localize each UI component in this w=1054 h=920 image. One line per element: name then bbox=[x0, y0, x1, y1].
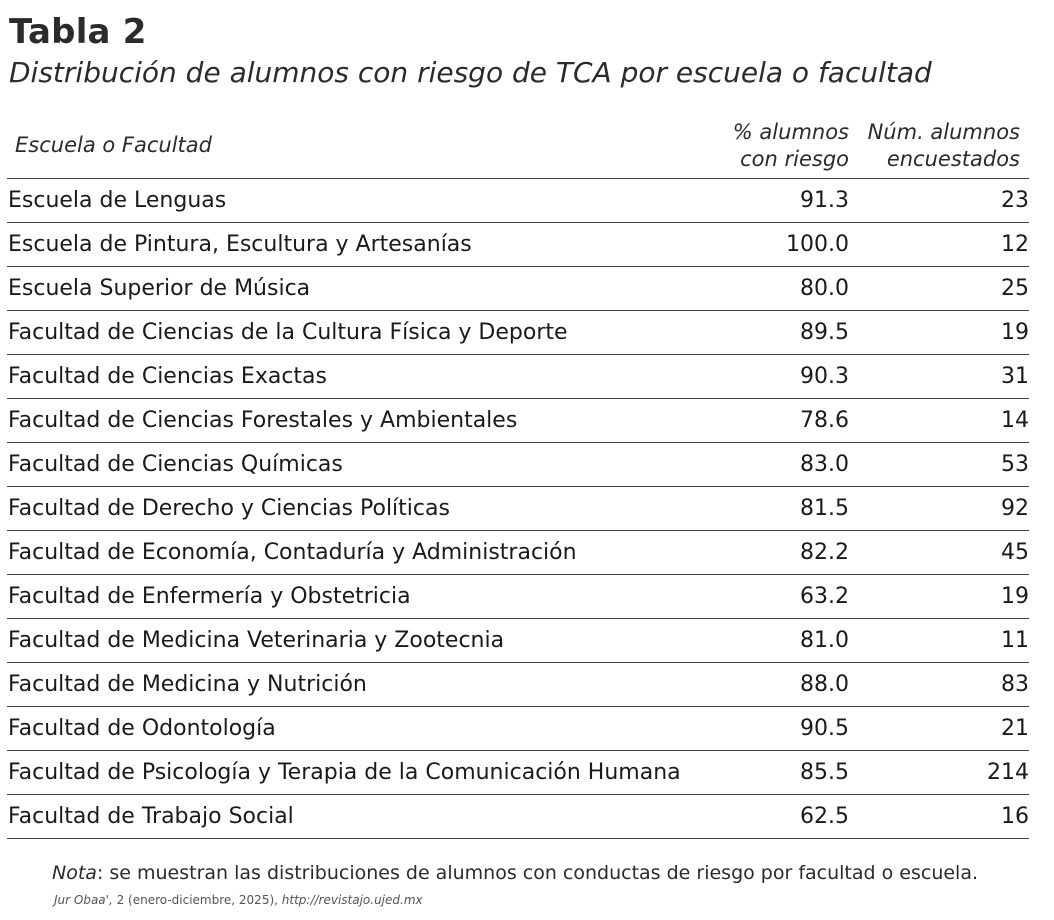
percent-cell: 88.0 bbox=[727, 662, 849, 707]
footer-journal: Jur Obaa', bbox=[54, 893, 113, 907]
header-count-line2: encuestados bbox=[886, 147, 1020, 171]
count-cell: 12 bbox=[849, 222, 1029, 267]
percent-cell: 89.5 bbox=[727, 310, 849, 355]
count-cell: 11 bbox=[849, 618, 1029, 663]
count-cell: 214 bbox=[849, 750, 1029, 795]
school-cell: Facultad de Economía, Contaduría y Admin… bbox=[7, 530, 727, 575]
school-cell: Facultad de Derecho y Ciencias Políticas bbox=[7, 486, 727, 531]
percent-cell: 81.0 bbox=[727, 618, 849, 663]
school-cell: Escuela Superior de Música bbox=[7, 266, 727, 311]
table-row: Facultad de Ciencias Exactas 90.3 31 bbox=[7, 354, 1029, 399]
header-percent: % alumnos con riesgo bbox=[727, 118, 849, 179]
citation-footer: Jur Obaa', 2 (enero-diciembre, 2025), ht… bbox=[54, 893, 423, 907]
table-row: Escuela de Pintura, Escultura y Artesaní… bbox=[7, 222, 1029, 267]
header-row: Escuela o Facultad % alumnos con riesgo … bbox=[7, 118, 1029, 179]
note-text: : se muestran las distribuciones de alum… bbox=[96, 862, 979, 884]
table-row: Facultad de Medicina Veterinaria y Zoote… bbox=[7, 618, 1029, 663]
header-percent-line2: con riesgo bbox=[740, 147, 849, 171]
school-cell: Facultad de Medicina y Nutrición bbox=[7, 662, 727, 707]
percent-cell: 80.0 bbox=[727, 266, 849, 311]
table-row: Facultad de Ciencias de la Cultura Físic… bbox=[7, 310, 1029, 355]
footer-url: http://revistajo.ujed.mx bbox=[281, 893, 423, 907]
count-cell: 23 bbox=[849, 178, 1029, 223]
count-cell: 31 bbox=[849, 354, 1029, 399]
percent-cell: 62.5 bbox=[727, 794, 849, 839]
table-row: Facultad de Economía, Contaduría y Admin… bbox=[7, 530, 1029, 575]
percent-cell: 82.2 bbox=[727, 530, 849, 575]
percent-cell: 63.2 bbox=[727, 574, 849, 619]
count-cell: 19 bbox=[849, 574, 1029, 619]
school-cell: Facultad de Ciencias Exactas bbox=[7, 354, 727, 399]
table-title: Tabla 2 bbox=[9, 12, 147, 52]
count-cell: 92 bbox=[849, 486, 1029, 531]
percent-cell: 85.5 bbox=[727, 750, 849, 795]
percent-cell: 83.0 bbox=[727, 442, 849, 487]
percent-cell: 100.0 bbox=[727, 222, 849, 267]
count-cell: 19 bbox=[849, 310, 1029, 355]
data-table: Escuela o Facultad % alumnos con riesgo … bbox=[7, 118, 1029, 839]
count-cell: 25 bbox=[849, 266, 1029, 311]
footer-issue: 2 (enero-diciembre, 2025), bbox=[112, 893, 282, 907]
school-cell: Facultad de Medicina Veterinaria y Zoote… bbox=[7, 618, 727, 663]
table-row: Facultad de Medicina y Nutrición 88.0 83 bbox=[7, 662, 1029, 707]
school-cell: Facultad de Ciencias de la Cultura Físic… bbox=[7, 310, 727, 355]
table-note: Nota: se muestran las distribuciones de … bbox=[52, 862, 978, 884]
table-row: Escuela de Lenguas 91.3 23 bbox=[7, 178, 1029, 223]
header-count-line1: Núm. alumnos bbox=[867, 120, 1020, 144]
count-cell: 53 bbox=[849, 442, 1029, 487]
percent-cell: 90.3 bbox=[727, 354, 849, 399]
count-cell: 83 bbox=[849, 662, 1029, 707]
percent-cell: 91.3 bbox=[727, 178, 849, 223]
count-cell: 21 bbox=[849, 706, 1029, 751]
school-cell: Facultad de Ciencias Químicas bbox=[7, 442, 727, 487]
school-cell: Facultad de Odontología bbox=[7, 706, 727, 751]
school-cell: Escuela de Pintura, Escultura y Artesaní… bbox=[7, 222, 727, 267]
header-school-label: Escuela o Facultad bbox=[15, 133, 212, 157]
school-cell: Facultad de Psicología y Terapia de la C… bbox=[7, 750, 727, 795]
table-subtitle: Distribución de alumnos con riesgo de TC… bbox=[9, 56, 932, 89]
table-row: Facultad de Enfermería y Obstetricia 63.2… bbox=[7, 574, 1029, 619]
header-school: Escuela o Facultad bbox=[7, 118, 727, 179]
percent-cell: 81.5 bbox=[727, 486, 849, 531]
percent-cell: 90.5 bbox=[727, 706, 849, 751]
percent-cell: 78.6 bbox=[727, 398, 849, 443]
school-cell: Escuela de Lenguas bbox=[7, 178, 727, 223]
table-row: Facultad de Ciencias Químicas 83.0 53 bbox=[7, 442, 1029, 487]
count-cell: 45 bbox=[849, 530, 1029, 575]
header-count: Núm. alumnos encuestados bbox=[849, 118, 1029, 179]
table-row: Facultad de Psicología y Terapia de la C… bbox=[7, 750, 1029, 795]
header-percent-line1: % alumnos bbox=[732, 120, 849, 144]
count-cell: 14 bbox=[849, 398, 1029, 443]
table-row: Escuela Superior de Música 80.0 25 bbox=[7, 266, 1029, 311]
school-cell: Facultad de Trabajo Social bbox=[7, 794, 727, 839]
count-cell: 16 bbox=[849, 794, 1029, 839]
table-row: Facultad de Derecho y Ciencias Políticas… bbox=[7, 486, 1029, 531]
school-cell: Facultad de Enfermería y Obstetricia bbox=[7, 574, 727, 619]
note-label: Nota bbox=[52, 862, 97, 884]
table-row: Facultad de Trabajo Social 62.5 16 bbox=[7, 794, 1029, 839]
table-row: Facultad de Ciencias Forestales y Ambien… bbox=[7, 398, 1029, 443]
table-row: Facultad de Odontología 90.5 21 bbox=[7, 706, 1029, 751]
school-cell: Facultad de Ciencias Forestales y Ambien… bbox=[7, 398, 727, 443]
